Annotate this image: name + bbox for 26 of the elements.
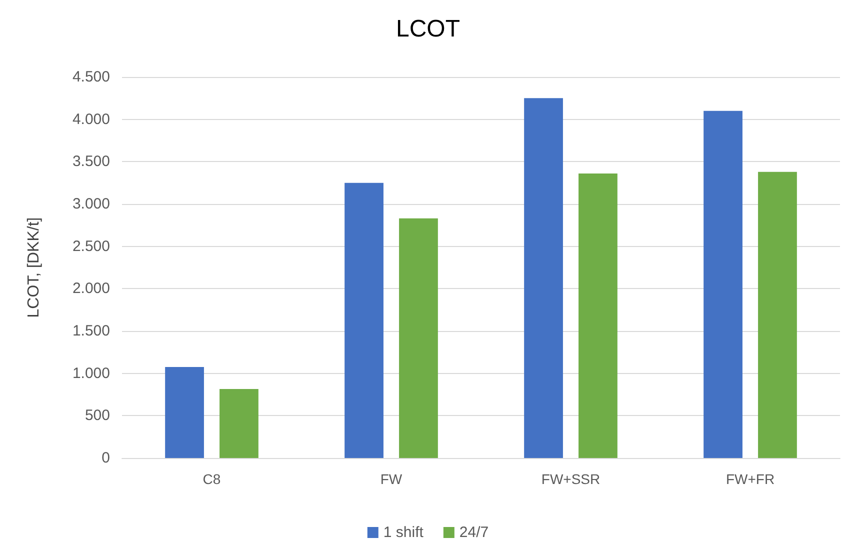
bar: [578, 174, 618, 458]
y-tick-label: 500: [84, 407, 110, 424]
bar: [344, 182, 384, 458]
y-tick-label: 2.500: [72, 238, 110, 255]
y-tick-label: 0: [102, 450, 110, 466]
y-tick-label: 3.500: [72, 153, 110, 170]
bar: [524, 98, 563, 458]
x-tick-label: FW+FR: [726, 471, 775, 487]
chart-title: LCOT: [396, 16, 460, 42]
x-tick-label: C8: [202, 471, 221, 487]
y-tick-label: 4.500: [72, 68, 110, 86]
x-tick-label: FW: [380, 471, 403, 487]
bar: [704, 110, 742, 458]
legend-label: 24/7: [459, 524, 489, 541]
bar: [165, 366, 204, 458]
bar: [758, 172, 797, 458]
y-tick-label: 4.000: [72, 110, 110, 128]
bar: [220, 388, 258, 458]
x-tick-label: FW+SSR: [541, 471, 600, 487]
y-tick-label: 1.500: [72, 322, 110, 340]
y-axis-title: LCOT, [DKK/t]: [26, 217, 42, 318]
y-tick-label: 3.000: [72, 196, 110, 212]
y-tick-label: 1.000: [72, 364, 110, 382]
legend-label: 1 shift: [383, 524, 424, 541]
bar: [399, 218, 438, 458]
y-tick-label: 2.000: [72, 280, 110, 298]
